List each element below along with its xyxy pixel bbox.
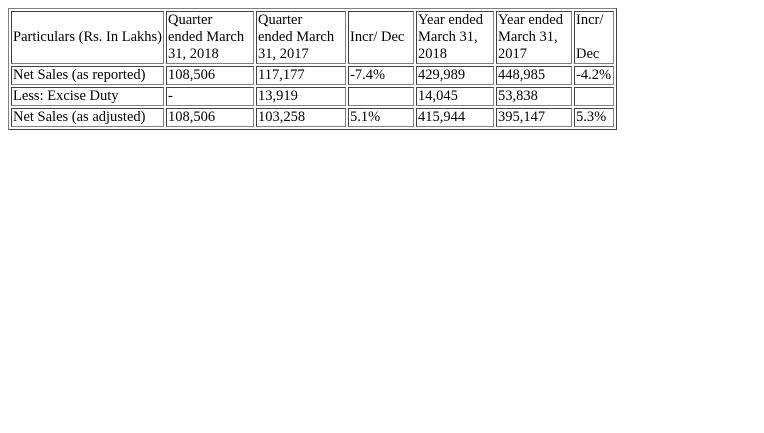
cell-year-2018: 14,045 [416, 87, 494, 106]
header-quarter-2018-line-3: 31, 2018 [168, 46, 219, 62]
cell-year-2017: 448,985 [496, 66, 572, 85]
row-label: Net Sales (as reported) [11, 66, 164, 85]
cell-quarter-2018: 108,506 [166, 108, 254, 127]
cell-quarter-2018: - [166, 87, 254, 106]
header-incr-dec-year-line-2 [576, 29, 612, 46]
header-year-2018-line-3: 2018 [418, 46, 447, 62]
row-label: Less: Excise Duty [11, 87, 164, 106]
cell-quarter-2017: 103,258 [256, 108, 346, 127]
table-row: Less: Excise Duty - 13,919 14,045 53,838 [11, 87, 614, 106]
cell-incr-dec-quarter [348, 87, 414, 106]
table-row: Net Sales (as adjusted) 108,506 103,258 … [11, 108, 614, 127]
header-particulars: Particulars (Rs. In Lakhs) [11, 11, 164, 64]
row-label: Net Sales (as adjusted) [11, 108, 164, 127]
cell-quarter-2018: 108,506 [166, 66, 254, 85]
header-year-2018-line-1: Year ended [418, 12, 483, 28]
cell-year-2018: 415,944 [416, 108, 494, 127]
header-quarter-2017: Quarter ended March 31, 2017 [256, 11, 346, 64]
header-incr-dec-quarter: Incr/ Dec [348, 11, 414, 64]
header-quarter-2017-line-1: Quarter [258, 12, 303, 28]
header-quarter-2018: Quarter ended March 31, 2018 [166, 11, 254, 64]
header-year-2018-line-2: March 31, [418, 29, 478, 45]
net-sales-table: Particulars (Rs. In Lakhs) Quarter ended… [8, 8, 617, 130]
table-header-row: Particulars (Rs. In Lakhs) Quarter ended… [11, 11, 614, 64]
header-quarter-2017-line-3: 31, 2017 [258, 46, 309, 62]
header-year-2017: Year ended March 31, 2017 [496, 11, 572, 64]
cell-quarter-2017: 117,177 [256, 66, 346, 85]
header-incr-dec-year-line-3: Dec [576, 46, 600, 62]
header-year-2017-line-2: March 31, [498, 29, 558, 45]
cell-incr-dec-year [574, 87, 614, 106]
cell-year-2018: 429,989 [416, 66, 494, 85]
cell-quarter-2017: 13,919 [256, 87, 346, 106]
cell-incr-dec-year: 5.3% [574, 108, 614, 127]
header-incr-dec-year-line-1: Incr/ [576, 12, 604, 28]
cell-year-2017: 53,838 [496, 87, 572, 106]
cell-year-2017: 395,147 [496, 108, 572, 127]
header-quarter-2018-line-2: ended March [168, 29, 245, 45]
header-year-2018: Year ended March 31, 2018 [416, 11, 494, 64]
cell-incr-dec-quarter: 5.1% [348, 108, 414, 127]
header-year-2017-line-3: 2017 [498, 46, 527, 62]
table-row: Net Sales (as reported) 108,506 117,177 … [11, 66, 614, 85]
header-incr-dec-year: Incr/ Dec [574, 11, 614, 64]
header-year-2017-line-1: Year ended [498, 12, 563, 28]
header-quarter-2017-line-2: ended March [258, 29, 335, 45]
cell-incr-dec-year: -4.2% [574, 66, 614, 85]
cell-incr-dec-quarter: -7.4% [348, 66, 414, 85]
header-quarter-2018-line-1: Quarter [168, 12, 213, 28]
